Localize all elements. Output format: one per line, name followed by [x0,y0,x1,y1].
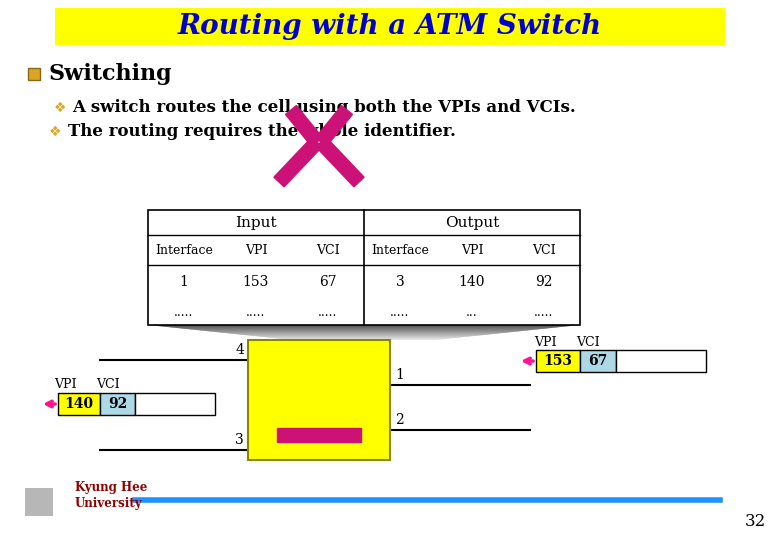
Text: VPI: VPI [534,335,556,348]
Bar [55,8,725,45]
Text: Switching: Switching [48,63,172,85]
Text: VCI: VCI [532,244,556,256]
Polygon shape [277,428,361,442]
Text: 4: 4 [235,343,244,357]
Polygon shape [316,137,364,187]
Text: VCI: VCI [576,335,600,348]
Text: .....: ..... [390,306,410,319]
Text: Kyung Hee: Kyung Hee [75,482,147,495]
Text: .....: ..... [174,306,193,319]
Text: 67: 67 [588,354,608,368]
Text: 3: 3 [395,275,404,289]
Text: Output: Output [445,215,499,230]
Bar [536,350,580,372]
Text: Input: Input [236,215,277,230]
Text: .....: ..... [534,306,554,319]
Text: 92: 92 [108,397,127,411]
Text: VPI: VPI [54,379,76,392]
Text: VCI: VCI [96,379,120,392]
Bar [580,350,616,372]
Polygon shape [285,106,322,146]
Text: 153: 153 [544,354,573,368]
Text: ❖: ❖ [48,125,62,139]
Text: VPI: VPI [245,244,268,256]
Text: VPI: VPI [461,244,484,256]
Bar [616,350,706,372]
Bar [25,488,53,516]
Text: 1: 1 [179,275,189,289]
Text: 32: 32 [744,514,766,530]
Bar [58,393,100,415]
Text: .....: ..... [246,306,266,319]
Bar [28,68,40,80]
Bar [148,210,580,325]
Text: 140: 140 [459,275,485,289]
Bar [100,393,135,415]
Polygon shape [316,106,353,146]
Text: ❖: ❖ [54,101,66,115]
Text: .....: ..... [318,306,338,319]
Text: A switch routes the cell using both the VPIs and VCIs.: A switch routes the cell using both the … [72,99,576,117]
Text: 2: 2 [395,413,404,427]
Text: 3: 3 [236,433,244,447]
Text: ...: ... [466,306,478,319]
Text: 92: 92 [535,275,553,289]
Polygon shape [274,137,322,187]
Text: The routing requires the whole identifier.: The routing requires the whole identifie… [68,124,456,140]
Text: University: University [75,497,143,510]
Text: 67: 67 [319,275,337,289]
Bar [248,340,390,460]
Text: Routing with a ATM Switch: Routing with a ATM Switch [178,13,602,40]
Text: Interface: Interface [371,244,429,256]
Text: VCI: VCI [316,244,340,256]
Text: 140: 140 [65,397,94,411]
Text: Interface: Interface [155,244,213,256]
Text: 153: 153 [243,275,269,289]
Text: 1: 1 [395,368,404,382]
Bar [135,393,215,415]
